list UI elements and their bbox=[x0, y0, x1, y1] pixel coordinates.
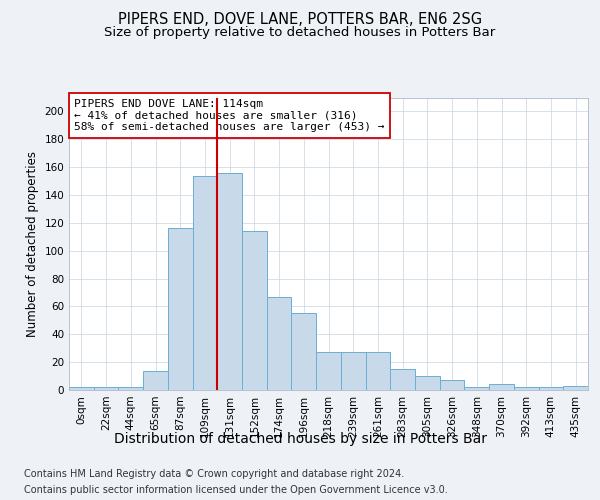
Bar bbox=[118, 387, 143, 390]
Text: PIPERS END DOVE LANE: 114sqm
← 41% of detached houses are smaller (316)
58% of s: PIPERS END DOVE LANE: 114sqm ← 41% of de… bbox=[74, 99, 385, 132]
Text: Contains public sector information licensed under the Open Government Licence v3: Contains public sector information licen… bbox=[24, 485, 448, 495]
Bar bbox=[390, 369, 415, 390]
Text: Distribution of detached houses by size in Potters Bar: Distribution of detached houses by size … bbox=[113, 432, 487, 446]
Text: PIPERS END, DOVE LANE, POTTERS BAR, EN6 2SG: PIPERS END, DOVE LANE, POTTERS BAR, EN6 … bbox=[118, 12, 482, 28]
Bar bbox=[489, 384, 514, 390]
Bar bbox=[563, 386, 588, 390]
Text: Contains HM Land Registry data © Crown copyright and database right 2024.: Contains HM Land Registry data © Crown c… bbox=[24, 469, 404, 479]
Bar bbox=[365, 352, 390, 390]
Bar bbox=[69, 387, 94, 390]
Bar bbox=[242, 231, 267, 390]
Text: Size of property relative to detached houses in Potters Bar: Size of property relative to detached ho… bbox=[104, 26, 496, 39]
Bar bbox=[193, 176, 217, 390]
Bar bbox=[217, 172, 242, 390]
Bar bbox=[415, 376, 440, 390]
Bar bbox=[168, 228, 193, 390]
Bar bbox=[440, 380, 464, 390]
Bar bbox=[539, 387, 563, 390]
Bar bbox=[341, 352, 365, 390]
Bar bbox=[143, 370, 168, 390]
Bar bbox=[94, 387, 118, 390]
Bar bbox=[267, 296, 292, 390]
Y-axis label: Number of detached properties: Number of detached properties bbox=[26, 151, 39, 337]
Bar bbox=[514, 387, 539, 390]
Bar bbox=[316, 352, 341, 390]
Bar bbox=[464, 387, 489, 390]
Bar bbox=[292, 314, 316, 390]
